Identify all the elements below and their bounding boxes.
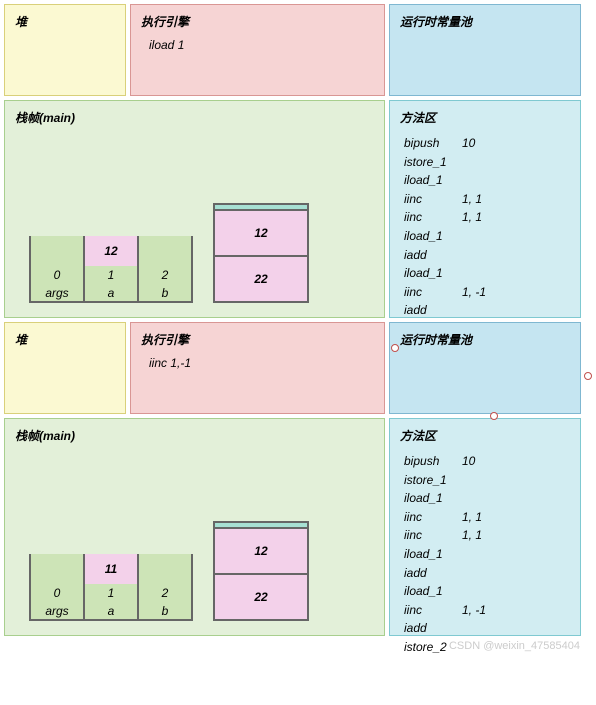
local-cell-2-2: [138, 554, 192, 584]
local-vars-table: 12 0 1 2 args a b: [29, 236, 193, 303]
heap-box: 堆: [4, 4, 126, 96]
idx1-2: 1: [84, 584, 138, 602]
idx1: 1: [84, 266, 138, 284]
method-box: 方法区 bipush10istore_1iload_1iinc1, 1iinc1…: [389, 100, 581, 318]
nm1-2: a: [84, 602, 138, 620]
stack-top: 12: [215, 209, 307, 255]
nm1: a: [84, 284, 138, 302]
local-cell-mid-2: 11: [84, 554, 138, 584]
idx2-2: 2: [138, 584, 192, 602]
local-cell-2: [138, 236, 192, 266]
frame-title-2: 栈帧(main): [15, 427, 374, 444]
engine-title: 执行引擎: [141, 13, 374, 30]
frame-box-2: 栈帧(main) 11 0 1 2 args a: [4, 418, 385, 636]
stack-bot-2: 22: [215, 573, 307, 619]
bytecode-list-2: bipush10istore_1iload_1iinc1, 1iinc1, 1i…: [400, 452, 570, 657]
stack-bot: 22: [215, 255, 307, 301]
d1-bottom-row: 栈帧(main) 12 0 1 2 args a: [4, 100, 592, 318]
frame-inner: 12 0 1 2 args a b: [15, 134, 374, 309]
engine-title-2: 执行引擎: [141, 331, 374, 348]
engine-instr-2: iinc 1,-1: [141, 356, 374, 370]
bytecode-list-1: bipush10istore_1iload_1iinc1, 1iinc1, 1i…: [400, 134, 570, 339]
pool-box-2: 运行时常量池: [389, 322, 581, 414]
method-title-2: 方法区: [400, 427, 570, 444]
local-vars-table-2: 11 0 1 2 args a b: [29, 554, 193, 621]
handle-icon: [584, 372, 592, 380]
engine-box-2: 执行引擎 iinc 1,-1: [130, 322, 385, 414]
heap-title: 堆: [15, 13, 115, 30]
d1-top-row: 堆 执行引擎 iload 1 运行时常量池: [4, 4, 592, 96]
frame-inner-2: 11 0 1 2 args a b: [15, 452, 374, 627]
local-cell-mid: 12: [84, 236, 138, 266]
handle-icon: [490, 412, 498, 420]
pool-box: 运行时常量池: [389, 4, 581, 96]
d2-top-row: 堆 执行引擎 iinc 1,-1 运行时常量池: [4, 322, 592, 414]
method-box-2: 方法区 bipush10istore_1iload_1iinc1, 1iinc1…: [389, 418, 581, 636]
frame-title: 栈帧(main): [15, 109, 374, 126]
nm2: b: [138, 284, 192, 302]
engine-instr: iload 1: [141, 38, 374, 52]
local-cell-0-2: [30, 554, 84, 584]
nm0-2: args: [30, 602, 84, 620]
local-cell-0: [30, 236, 84, 266]
diagram-container: 堆 执行引擎 iload 1 运行时常量池 栈帧(main) 12 0: [0, 0, 596, 656]
nm2-2: b: [138, 602, 192, 620]
pool-title-2: 运行时常量池: [400, 331, 570, 348]
pool-title: 运行时常量池: [400, 13, 570, 30]
operand-stack-2: 12 22: [213, 521, 309, 621]
nm0: args: [30, 284, 84, 302]
frame-box: 栈帧(main) 12 0 1 2 args a: [4, 100, 385, 318]
engine-box: 执行引擎 iload 1: [130, 4, 385, 96]
idx2: 2: [138, 266, 192, 284]
method-title: 方法区: [400, 109, 570, 126]
d2-bottom-row: 栈帧(main) 11 0 1 2 args a: [4, 418, 592, 636]
stack-top-2: 12: [215, 527, 307, 573]
heap-title-2: 堆: [15, 331, 115, 348]
idx0: 0: [30, 266, 84, 284]
handle-icon: [391, 344, 399, 352]
operand-stack: 12 22: [213, 203, 309, 303]
heap-box-2: 堆: [4, 322, 126, 414]
idx0-2: 0: [30, 584, 84, 602]
